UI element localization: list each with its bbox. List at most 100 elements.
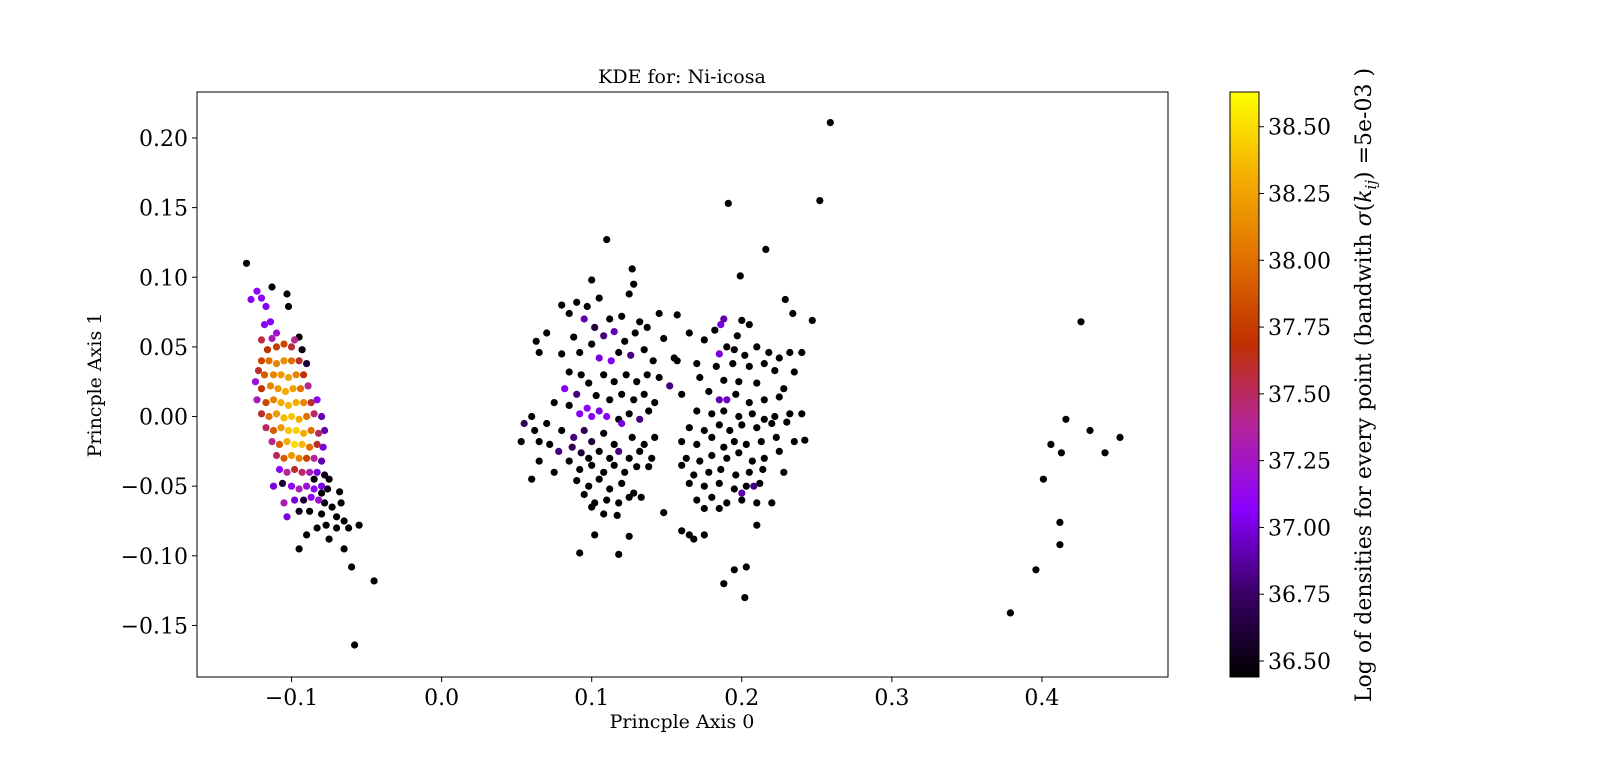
data-point: [733, 332, 741, 340]
data-point: [772, 433, 780, 441]
data-point: [760, 396, 768, 404]
data-point: [295, 507, 303, 515]
data-point: [268, 283, 276, 291]
data-point: [543, 419, 551, 428]
y-tick-label: 0.15: [139, 197, 188, 222]
data-point: [291, 336, 299, 344]
colorbar-tick-label: 36.75: [1268, 583, 1331, 608]
data-point: [280, 340, 288, 348]
data-point: [711, 326, 719, 334]
colorbar-label-sigma: σ: [1352, 210, 1377, 226]
data-point: [730, 438, 738, 446]
data-point: [577, 371, 585, 379]
colorbar-tick-label: 38.25: [1268, 183, 1331, 208]
data-point: [753, 499, 761, 507]
data-point: [685, 531, 693, 539]
data-point: [333, 524, 341, 532]
data-point: [300, 496, 308, 504]
data-point: [278, 479, 287, 487]
data-point: [660, 334, 668, 343]
data-point: [705, 387, 713, 396]
data-point: [321, 471, 329, 479]
data-point: [287, 357, 296, 365]
y-tick-label: 0.10: [139, 266, 188, 291]
colorbar-tick-label: 38.50: [1268, 116, 1331, 141]
data-point: [266, 382, 275, 390]
data-point: [292, 371, 300, 379]
data-point: [313, 396, 321, 404]
data-point: [673, 357, 681, 365]
data-point: [636, 318, 644, 326]
colorbar-label-ij: ij: [1362, 180, 1380, 190]
data-point: [780, 468, 788, 476]
data-point: [333, 513, 341, 521]
data-point: [269, 482, 278, 490]
data-point: [322, 521, 330, 529]
data-point: [313, 524, 321, 532]
data-point: [655, 373, 663, 382]
data-point: [303, 454, 311, 462]
y-tick-label: −0.15: [121, 614, 188, 639]
data-point: [730, 485, 738, 493]
data-point: [760, 454, 768, 462]
data-point: [786, 410, 794, 418]
data-point: [287, 482, 296, 490]
data-point: [700, 426, 708, 435]
data-point: [637, 493, 645, 501]
data-point: [588, 503, 596, 511]
data-point: [633, 378, 641, 386]
y-tick-label: 0.00: [139, 406, 188, 431]
colorbar-tick-label: 37.75: [1268, 316, 1331, 341]
data-point: [723, 343, 731, 351]
data-point: [310, 454, 318, 462]
data-point: [257, 294, 266, 302]
data-point: [297, 385, 305, 393]
data-point: [736, 272, 744, 280]
scatter-points: [242, 119, 1124, 649]
data-point: [655, 309, 663, 318]
data-point: [735, 449, 743, 457]
data-point: [303, 482, 311, 490]
data-point: [708, 410, 716, 418]
data-point: [742, 482, 750, 490]
data-point: [606, 485, 614, 493]
x-axis: −0.1 0.0 0.1 0.2 0.3 0.4: [265, 677, 1059, 711]
y-axis: −0.15 −0.10 −0.05 0.00 0.05 0.10 0.15 0.20: [121, 127, 197, 639]
data-point: [765, 348, 773, 357]
data-point: [588, 276, 596, 284]
data-point: [558, 301, 566, 309]
data-point: [535, 348, 543, 357]
colorbar-label-tail: =5e-03 ): [1352, 68, 1377, 171]
data-point: [585, 454, 593, 462]
data-point: [576, 348, 584, 357]
data-point: [573, 477, 581, 485]
data-point: [287, 412, 296, 421]
data-point: [700, 482, 708, 490]
x-tick-label: 0.1: [574, 686, 609, 711]
data-point: [685, 479, 693, 487]
data-point: [291, 496, 299, 504]
data-point: [315, 496, 323, 504]
data-point: [328, 503, 336, 511]
data-point: [340, 517, 348, 525]
data-point: [565, 309, 573, 318]
y-tick-label: −0.10: [121, 545, 188, 570]
data-point: [292, 399, 300, 407]
data-point: [771, 412, 779, 421]
data-point: [730, 346, 738, 354]
data-point: [253, 287, 261, 295]
data-point: [287, 343, 296, 351]
data-point: [535, 457, 543, 465]
data-point: [283, 468, 291, 476]
data-point: [280, 357, 288, 365]
data-point: [618, 479, 626, 487]
data-point: [592, 392, 600, 400]
y-tick-label: −0.05: [121, 475, 188, 500]
data-point: [771, 367, 779, 375]
data-point: [295, 415, 303, 423]
data-point: [595, 447, 603, 455]
data-point: [780, 385, 788, 393]
data-point: [337, 499, 345, 507]
data-point: [1077, 318, 1085, 326]
data-point: [313, 440, 321, 448]
